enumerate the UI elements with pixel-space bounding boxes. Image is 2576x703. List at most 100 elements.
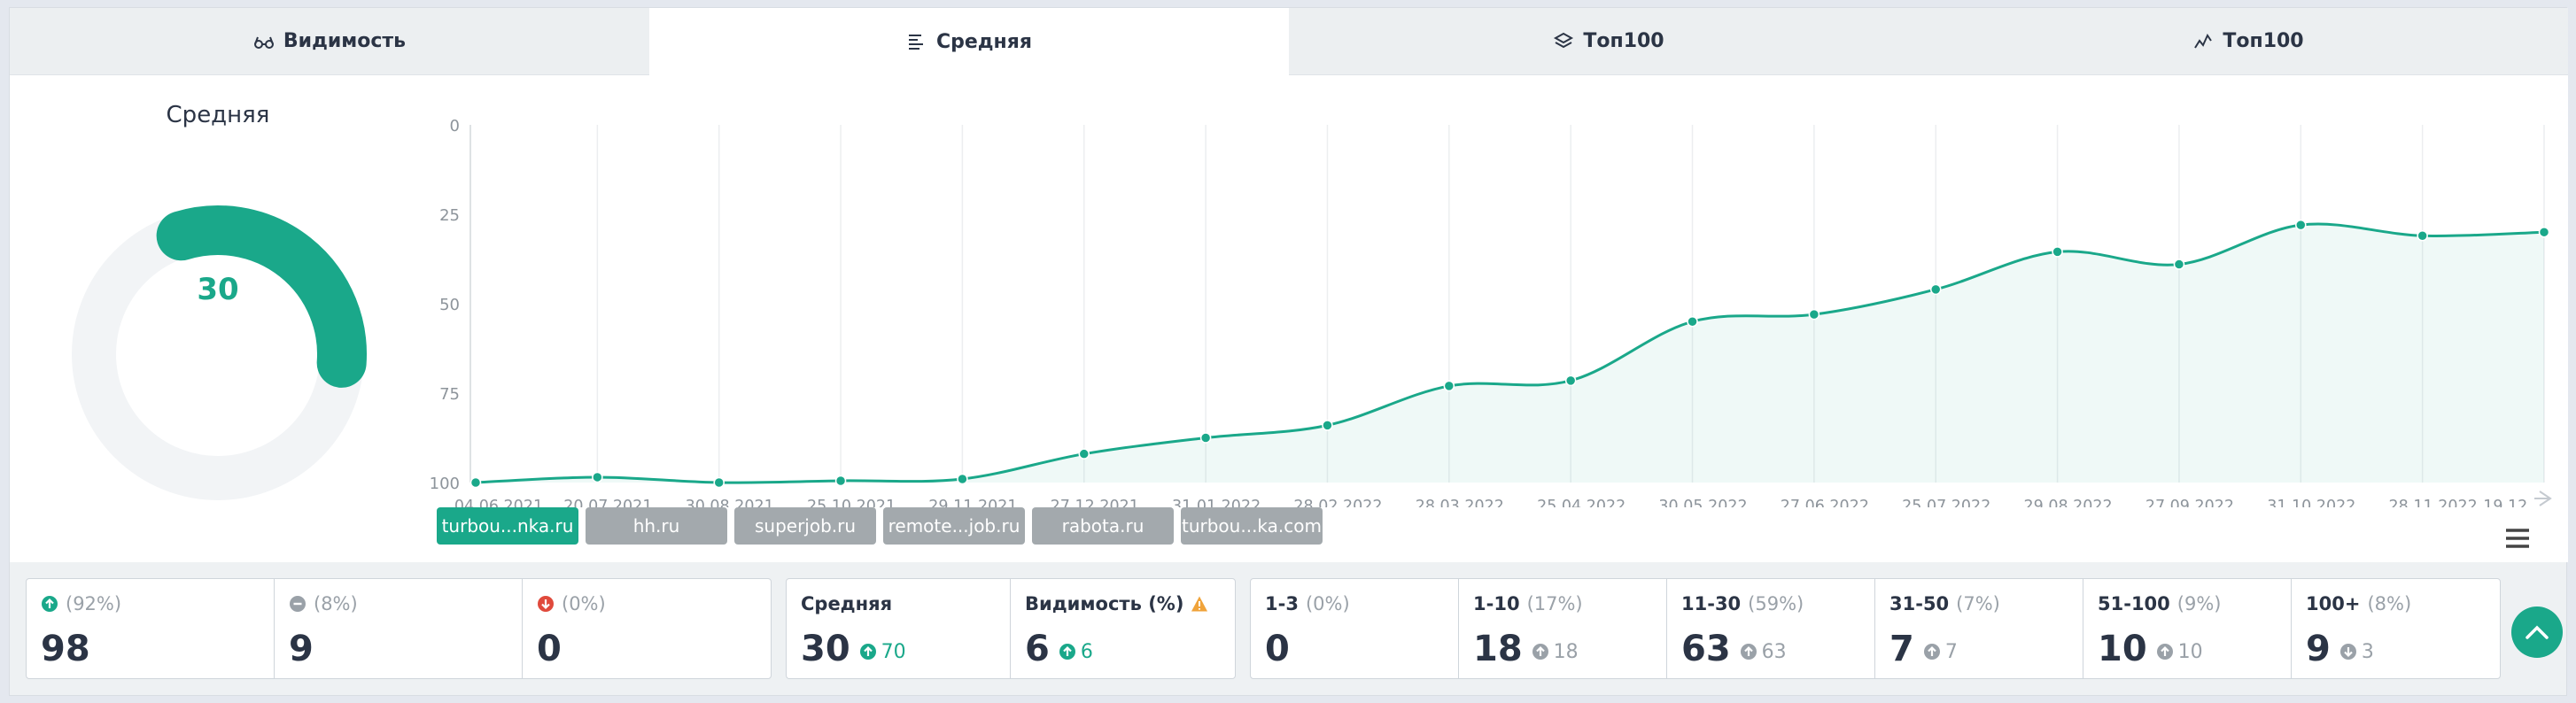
scroll-to-top-button[interactable] <box>2511 606 2563 658</box>
range-51-100-label: 51-100 <box>2098 593 2170 614</box>
stat-unchanged-pct: (8%) <box>314 593 358 614</box>
data-point <box>2538 226 2550 238</box>
change-stats-group: (92%) 98 (8%) 9 (0%) 0 <box>26 578 772 679</box>
trend-icon <box>2194 33 2213 49</box>
arrow-up-circle-icon <box>1740 644 1757 660</box>
x-tick-label: 25.10.2021 <box>807 498 896 507</box>
chip-remote-job[interactable]: remote...job.ru <box>883 507 1025 545</box>
x-tick-label: 30.08.2021 <box>686 498 774 507</box>
stat-average-delta: 70 <box>881 640 906 663</box>
data-point <box>1687 315 1698 328</box>
arrow-down-circle-icon <box>2339 644 2356 660</box>
x-tick-label: 31.01.2022 <box>1172 498 1261 507</box>
chip-superjob[interactable]: superjob.ru <box>734 507 876 545</box>
chart-grid <box>469 125 2545 483</box>
series-line <box>475 222 2545 484</box>
stat-improved-pct: (92%) <box>66 593 122 614</box>
hamburger-menu-icon[interactable] <box>2504 527 2531 550</box>
data-point <box>592 471 603 483</box>
chart-panel: Средняя 30 0 25 50 75 100 04.06.2021 20.07.20… <box>10 75 2568 562</box>
tab-top100-layers[interactable]: Топ100 <box>1289 8 1928 75</box>
range-11-30-delta: 63 <box>1761 640 1787 663</box>
y-tick-label: 100 <box>430 475 460 493</box>
warning-icon[interactable] <box>1191 595 1208 613</box>
widget-frame: Видимость Средняя Топ100 Топ100 Средняя … <box>9 7 2568 696</box>
stats-bar: (92%) 98 (8%) 9 (0%) 0 Средняя 30 70 Види… <box>26 578 2501 679</box>
arrow-up-circle-icon <box>42 596 58 612</box>
series-area <box>476 224 2544 483</box>
average-gauge <box>72 205 367 500</box>
chip-rabota[interactable]: rabota.ru <box>1032 507 1174 545</box>
data-point <box>1078 448 1090 460</box>
lines-icon <box>908 35 923 50</box>
range-1-3-pct: (0%) <box>1305 593 1350 614</box>
series-points <box>469 219 2550 489</box>
x-tick-label: 25.04.2022 <box>1537 498 1626 507</box>
stat-range-1-3: 1-3 (0%) 0 <box>1251 579 1459 678</box>
data-point <box>1322 420 1333 431</box>
tab-average[interactable]: Средняя <box>649 8 1289 75</box>
minus-circle-icon <box>290 596 306 612</box>
x-tick-label: 29.11.2021 <box>928 498 1017 507</box>
range-1-3-value: 0 <box>1265 629 1290 669</box>
range-1-10-delta: 18 <box>1553 640 1579 663</box>
x-tick-label: 27.09.2022 <box>2145 498 2234 507</box>
stat-visibility: Видимость (%) 6 6 <box>1011 579 1235 678</box>
range-11-30-pct: (59%) <box>1748 593 1804 614</box>
x-tick-label: 28.02.2022 <box>1293 498 1382 507</box>
glasses-icon <box>253 36 274 49</box>
stat-range-1-10: 1-10 (17%) 18 18 <box>1459 579 1667 678</box>
stat-improved: (92%) 98 <box>27 579 275 678</box>
stat-visibility-delta: 6 <box>1080 640 1093 663</box>
range-31-50-delta: 7 <box>1944 640 1958 663</box>
x-tick-label: 25.07.2022 <box>1902 498 1990 507</box>
data-point <box>2417 229 2428 242</box>
summary-stats-group: Средняя 30 70 Видимость (%) 6 6 <box>786 578 1236 679</box>
data-point <box>2295 219 2307 231</box>
chip-turbou-nka[interactable]: turbou...nka.ru <box>437 507 578 545</box>
arrow-up-circle-icon <box>1059 644 1075 660</box>
data-point <box>2052 246 2063 258</box>
tab-visibility[interactable]: Видимость <box>10 8 649 75</box>
scroll-right-arrow-icon[interactable] <box>2534 491 2552 506</box>
range-31-50-value: 7 <box>1889 629 1914 669</box>
range-100-plus-pct: (8%) <box>2367 593 2412 614</box>
range-100-plus-value: 9 <box>2306 629 2331 669</box>
data-point <box>469 476 482 489</box>
x-tick-label: 04.06.2021 <box>454 498 543 507</box>
range-100-plus-label: 100+ <box>2306 593 2361 614</box>
data-point <box>1808 308 1820 321</box>
data-point <box>1199 432 1212 444</box>
chip-hh[interactable]: hh.ru <box>586 507 727 545</box>
x-axis-labels: 04.06.2021 20.07.2021 30.08.2021 25.10.2021… <box>454 498 2542 507</box>
x-tick-label: 31.10.2022 <box>2267 498 2355 507</box>
range-31-50-pct: (7%) <box>1956 593 2000 614</box>
range-1-10-label: 1-10 <box>1473 593 1520 614</box>
range-51-100-value: 10 <box>2098 629 2147 669</box>
stat-range-100-plus: 100+ (8%) 9 3 <box>2292 579 2500 678</box>
range-51-100-pct: (9%) <box>2176 593 2222 614</box>
tab-top100-trend[interactable]: Топ100 <box>1928 8 2568 75</box>
gauge-arc <box>156 205 367 388</box>
chip-turbou-ka-com[interactable]: turbou...ka.com <box>1181 507 1323 545</box>
stat-visibility-label: Видимость (%) <box>1025 593 1184 614</box>
stat-declined: (0%) 0 <box>523 579 771 678</box>
arrow-up-circle-icon <box>1923 644 1940 660</box>
range-100-plus-delta: 3 <box>2361 640 2374 663</box>
arrow-up-circle-icon <box>2156 644 2173 660</box>
stat-average: Средняя 30 70 <box>787 579 1011 678</box>
y-tick-label: 50 <box>439 296 460 314</box>
arrow-down-circle-icon <box>538 596 554 612</box>
average-position-chart: 0 25 50 75 100 04.06.2021 20.07.2021 30.08.202… <box>430 117 2552 507</box>
data-point <box>2173 259 2185 270</box>
range-stats-group: 1-3 (0%) 0 1-10 (17%) 18 18 11-30 (59%) 63 63… <box>1250 578 2501 679</box>
range-11-30-label: 11-30 <box>1681 593 1742 614</box>
x-tick-label: 28.03.2022 <box>1416 498 1504 507</box>
stat-declined-value: 0 <box>537 629 562 669</box>
stat-declined-pct: (0%) <box>562 593 606 614</box>
stat-visibility-value: 6 <box>1025 629 1050 669</box>
stat-average-value: 30 <box>801 629 850 669</box>
tab-top100-layers-label: Топ100 <box>1583 30 1664 52</box>
layers-icon <box>1554 32 1574 48</box>
tab-bar: Видимость Средняя Топ100 Топ100 <box>10 8 2568 75</box>
